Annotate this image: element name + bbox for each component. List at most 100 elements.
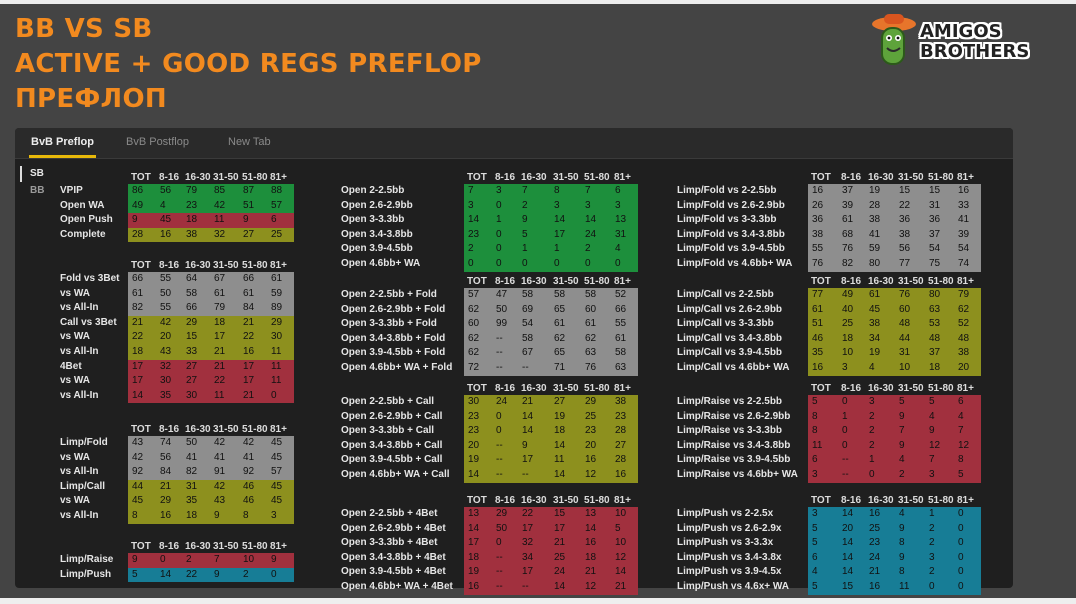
stat-cell[interactable]: 11: [554, 454, 565, 466]
stat-cell[interactable]: 23: [468, 228, 480, 240]
stat-cell[interactable]: 47: [496, 289, 508, 300]
stat-cell[interactable]: 61: [271, 273, 283, 284]
stat-row[interactable]: Open 2.6-2.9bb + Call 23 0 14 19 25 23: [15, 409, 638, 425]
stat-cell[interactable]: 15: [554, 508, 566, 519]
stat-cell[interactable]: 30: [186, 389, 198, 401]
stat-cell[interactable]: 25: [869, 522, 881, 534]
stat-cell[interactable]: 7: [468, 185, 474, 196]
stat-cell[interactable]: 11: [812, 439, 823, 451]
stat-row[interactable]: Limp/Push vs 2.6-2.9x 5 20 25 9 2 0: [15, 521, 981, 537]
stat-cell[interactable]: 14: [585, 214, 597, 226]
stat-cell[interactable]: 59: [869, 243, 881, 255]
stat-cell[interactable]: 67: [522, 347, 534, 359]
stat-cell[interactable]: 5: [929, 396, 935, 407]
stat-cell[interactable]: 58: [522, 332, 534, 344]
stat-row[interactable]: vs All-In 14 35 30 11 21 0: [15, 388, 294, 404]
stat-cell[interactable]: 63: [615, 362, 627, 373]
stat-cell[interactable]: 17: [468, 537, 480, 549]
tab-bvb-postflop[interactable]: BvB Postflop: [126, 136, 189, 148]
stat-cell[interactable]: 19: [869, 347, 881, 359]
stat-cell[interactable]: 0: [271, 389, 277, 401]
stat-cell[interactable]: 20: [958, 362, 970, 373]
stat-cell[interactable]: 91: [214, 466, 226, 478]
stat-cell[interactable]: 92: [132, 466, 144, 478]
stat-row[interactable]: Open Push 9 45 18 11 9 6: [15, 213, 294, 228]
stat-cell[interactable]: 80: [869, 258, 881, 269]
stat-cell[interactable]: 11: [271, 346, 282, 357]
stat-row[interactable]: vs WA 22 20 15 17 22 30: [15, 330, 294, 345]
stat-cell[interactable]: 11: [271, 375, 282, 387]
stat-cell[interactable]: 48: [958, 332, 970, 344]
stat-cell[interactable]: 19: [468, 566, 480, 578]
stat-cell[interactable]: --: [522, 581, 529, 592]
stat-cell[interactable]: 8: [243, 510, 249, 521]
stat-cell[interactable]: 22: [899, 199, 911, 211]
stat-cell[interactable]: 10: [899, 362, 911, 373]
stat-cell[interactable]: 21: [554, 537, 566, 549]
stat-cell[interactable]: 42: [160, 316, 172, 328]
stat-cell[interactable]: 25: [271, 228, 283, 240]
stat-cell[interactable]: 5: [899, 396, 905, 407]
stat-cell[interactable]: 30: [271, 331, 283, 343]
stat-cell[interactable]: 21: [243, 389, 255, 401]
stat-row[interactable]: Limp/Call vs 3.4-3.8bb 46 18 34 44 48 48: [15, 331, 981, 347]
stat-cell[interactable]: 9: [522, 439, 528, 451]
stat-cell[interactable]: 16: [869, 508, 881, 519]
stat-cell[interactable]: 0: [842, 439, 848, 451]
stat-cell[interactable]: 27: [243, 228, 255, 240]
stat-cell[interactable]: 7: [585, 185, 591, 196]
stat-row[interactable]: Limp/Call vs 3.9-4.5bb 35 10 19 31 37 38: [15, 346, 981, 361]
stat-cell[interactable]: 60: [468, 318, 480, 330]
stat-cell[interactable]: 66: [243, 273, 255, 284]
stat-cell[interactable]: 82: [132, 302, 144, 314]
stat-cell[interactable]: 34: [522, 551, 534, 563]
stat-cell[interactable]: 61: [812, 303, 824, 315]
stat-cell[interactable]: 2: [243, 568, 249, 580]
stat-cell[interactable]: 31: [615, 228, 627, 240]
stat-cell[interactable]: 21: [615, 581, 627, 592]
stat-row[interactable]: Limp/Fold vs 2.6-2.9bb 26 39 28 22 31 33: [15, 198, 981, 214]
stat-row[interactable]: Open 3.9-4.5bb + 4Bet 19 -- 17 24 21 14: [15, 565, 638, 580]
stat-cell[interactable]: 57: [468, 289, 480, 300]
stat-cell[interactable]: 50: [160, 287, 172, 299]
stat-cell[interactable]: 14: [554, 581, 566, 592]
stat-cell[interactable]: 99: [496, 318, 508, 330]
stat-cell[interactable]: 14: [554, 214, 566, 226]
stat-cell[interactable]: 0: [496, 537, 502, 549]
stat-row[interactable]: Open 3.4-3.8bb 23 0 5 17 24 31: [15, 227, 638, 243]
stat-row[interactable]: Open 2-2.5bb + 4Bet 13 29 22 15 13 10: [15, 507, 638, 522]
stat-cell[interactable]: 5: [812, 581, 818, 592]
stat-cell[interactable]: 21: [522, 396, 534, 407]
stat-cell[interactable]: 16: [958, 185, 970, 196]
stat-cell[interactable]: --: [842, 454, 849, 466]
stat-cell[interactable]: 38: [869, 318, 881, 330]
stat-cell[interactable]: 0: [496, 258, 502, 269]
stat-cell[interactable]: 17: [243, 360, 255, 372]
stat-cell[interactable]: 56: [160, 451, 172, 463]
stat-cell[interactable]: 38: [958, 347, 970, 359]
stat-cell[interactable]: 74: [160, 437, 172, 448]
stat-cell[interactable]: 38: [899, 228, 911, 240]
stat-cell[interactable]: 5: [812, 396, 818, 407]
stat-row[interactable]: Open WA 49 4 23 42 51 57: [15, 198, 294, 214]
stat-cell[interactable]: 45: [132, 495, 144, 507]
stat-cell[interactable]: 5: [812, 537, 818, 549]
stat-cell[interactable]: --: [496, 566, 503, 578]
stat-row[interactable]: Limp/Raise vs 2-2.5bb 5 0 3 5 5 6: [15, 395, 981, 410]
stat-cell[interactable]: 4: [958, 410, 964, 422]
stat-cell[interactable]: 68: [842, 228, 854, 240]
stat-cell[interactable]: 75: [929, 258, 941, 269]
stat-cell[interactable]: 31: [186, 480, 198, 492]
stat-row[interactable]: vs All-In 92 84 82 91 92 57: [15, 465, 294, 480]
stat-cell[interactable]: 2: [899, 469, 905, 480]
stat-cell[interactable]: 2: [869, 439, 875, 451]
stat-cell[interactable]: 55: [160, 302, 172, 314]
stat-row[interactable]: vs WA 45 29 35 43 46 45: [15, 494, 294, 509]
stat-cell[interactable]: 1: [929, 508, 935, 519]
stat-row[interactable]: Complete 28 16 38 32 27 25: [15, 227, 294, 243]
stat-row[interactable]: Open 2-2.5bb 7 3 7 8 7 6: [15, 184, 638, 199]
stat-cell[interactable]: 31: [899, 347, 911, 359]
stat-cell[interactable]: 39: [958, 228, 970, 240]
stat-row[interactable]: Limp/Call vs 2.6-2.9bb 61 40 45 60 63 62: [15, 302, 981, 318]
stat-cell[interactable]: 13: [468, 508, 480, 519]
